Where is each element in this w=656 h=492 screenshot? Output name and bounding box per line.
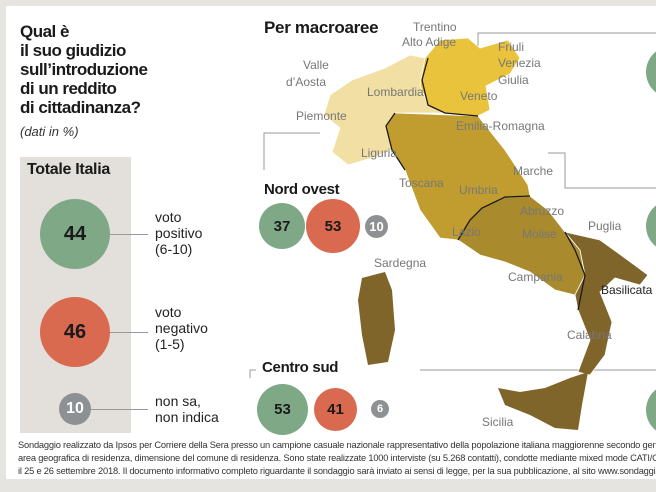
- region-sud: [563, 231, 649, 376]
- region-label: Liguria: [361, 146, 398, 160]
- footer-line: il 25 e 26 settembre 2018. Il documento …: [18, 466, 656, 476]
- methodology-footer: Sondaggio realizzato da Ipsos per Corrie…: [18, 439, 656, 478]
- region-label: Marche: [513, 164, 554, 178]
- region-label: Piemonte: [296, 109, 347, 123]
- region-label: Toscana: [399, 176, 444, 190]
- connector-line: [100, 234, 148, 235]
- region-label: Veneto: [460, 89, 498, 103]
- centro-sud-negativo-bubble: 41: [314, 388, 357, 431]
- centro-sud-positivo-bubble: 53: [257, 384, 308, 435]
- sud-positivo-bubble-partial: [646, 389, 656, 431]
- label-negativo: voto negativo (1-5): [155, 304, 208, 352]
- label-positivo: voto positivo (6-10): [155, 209, 203, 257]
- region-label: Sardegna: [374, 256, 427, 270]
- title-line: di un reddito: [20, 79, 117, 98]
- label-nonsa: non sa, non indica: [155, 393, 219, 425]
- region-label: Emilia-Romagna: [456, 119, 545, 133]
- region-label: Lazio: [452, 225, 481, 239]
- region-label: Molise: [522, 227, 557, 241]
- footer-line: area geografica di residenza, dimensione…: [18, 453, 656, 463]
- region-label: Umbria: [459, 183, 498, 197]
- footer-line: Sondaggio realizzato da Ipsos per Corrie…: [18, 440, 656, 450]
- region-label: Valle: [303, 58, 329, 72]
- nord-ovest-nonsa-bubble: 10: [365, 215, 388, 238]
- region-label: Trentino: [413, 20, 457, 34]
- region-sardegna: [358, 272, 395, 365]
- totale-nonsa-bubble: 10: [59, 393, 91, 425]
- region-sicilia: [498, 372, 588, 430]
- region-label: Lombardia: [367, 85, 424, 99]
- connector-line: [548, 152, 656, 189]
- totale-negativo-bubble: 46: [40, 297, 110, 367]
- title-line: sull’introduzione: [20, 60, 148, 79]
- connector-line: [263, 132, 320, 170]
- nord-ovest-title: Nord ovest: [264, 181, 340, 198]
- region-label: d’Aosta: [286, 75, 327, 89]
- question-title: Qual è il suo giudizio sull’introduzione…: [20, 22, 220, 117]
- region-label: Campania: [508, 270, 563, 284]
- map-title: Per macroaree: [264, 18, 379, 37]
- centro-positivo-bubble-partial: [646, 205, 656, 247]
- nord-ovest-positivo-bubble: 37: [259, 203, 305, 249]
- connector-line: [249, 369, 256, 378]
- nord-est-positivo-bubble-partial: [646, 51, 656, 93]
- centro-sud-nonsa-bubble: 6: [371, 400, 389, 418]
- title-line: il suo giudizio: [20, 41, 126, 60]
- totale-positivo-bubble: 44: [40, 199, 110, 269]
- region-label: Calabria: [567, 328, 612, 342]
- centro-sud-title: Centro sud: [262, 359, 339, 376]
- connector-line: [80, 409, 148, 410]
- nord-ovest-negativo-bubble: 53: [306, 199, 360, 253]
- region-label: Giulia: [498, 73, 529, 87]
- region-label: Venezia: [498, 56, 541, 70]
- title-line: Qual è: [20, 22, 69, 41]
- totale-italia-title: Totale Italia: [27, 161, 110, 178]
- region-label: Alto Adige: [402, 35, 457, 49]
- region-label: Abruzzo: [520, 204, 565, 218]
- region-label: Sicilia: [482, 415, 514, 429]
- title-line: di cittadinanza?: [20, 98, 141, 117]
- region-label: Friuli: [498, 40, 524, 54]
- unit-note: (dati in %): [20, 124, 79, 139]
- region-label: Basilicata: [601, 283, 653, 297]
- region-label: Puglia: [588, 219, 622, 233]
- connector-line: [100, 332, 148, 333]
